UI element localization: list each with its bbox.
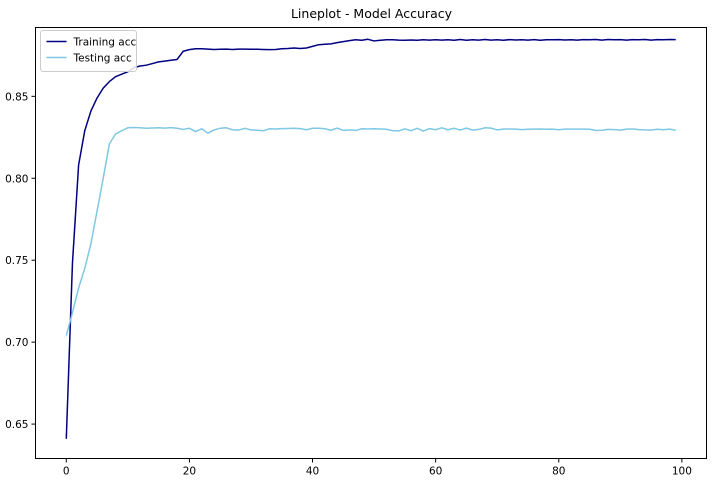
y-tick-label: 0.70 bbox=[5, 337, 28, 349]
y-axis: 0.65 0.70 0.75 0.80 0.85 bbox=[5, 91, 36, 431]
x-tick-label: 20 bbox=[183, 466, 196, 478]
x-tick-label: 0 bbox=[63, 466, 70, 478]
y-tick-label: 0.75 bbox=[5, 255, 28, 267]
x-tick-label: 60 bbox=[429, 466, 442, 478]
series-line-training-acc bbox=[65, 38, 676, 439]
legend-label: Testing acc bbox=[73, 53, 132, 65]
y-tick-label: 0.80 bbox=[5, 173, 28, 185]
x-axis: 0 20 40 60 80 100 bbox=[63, 458, 692, 478]
x-tick-label: 80 bbox=[552, 466, 565, 478]
y-tick-label: 0.65 bbox=[5, 419, 28, 431]
x-tick-label: 40 bbox=[306, 466, 319, 478]
legend: Training acc Testing acc bbox=[40, 30, 137, 72]
y-tick-label: 0.85 bbox=[5, 91, 28, 103]
chart-title: Lineplot - Model Accuracy bbox=[291, 6, 453, 21]
legend-label: Training acc bbox=[73, 37, 137, 49]
plot-area-frame bbox=[35, 27, 707, 459]
series-line-testing-acc bbox=[65, 126, 676, 336]
x-tick-label: 100 bbox=[672, 466, 692, 478]
series-lines bbox=[65, 38, 676, 439]
